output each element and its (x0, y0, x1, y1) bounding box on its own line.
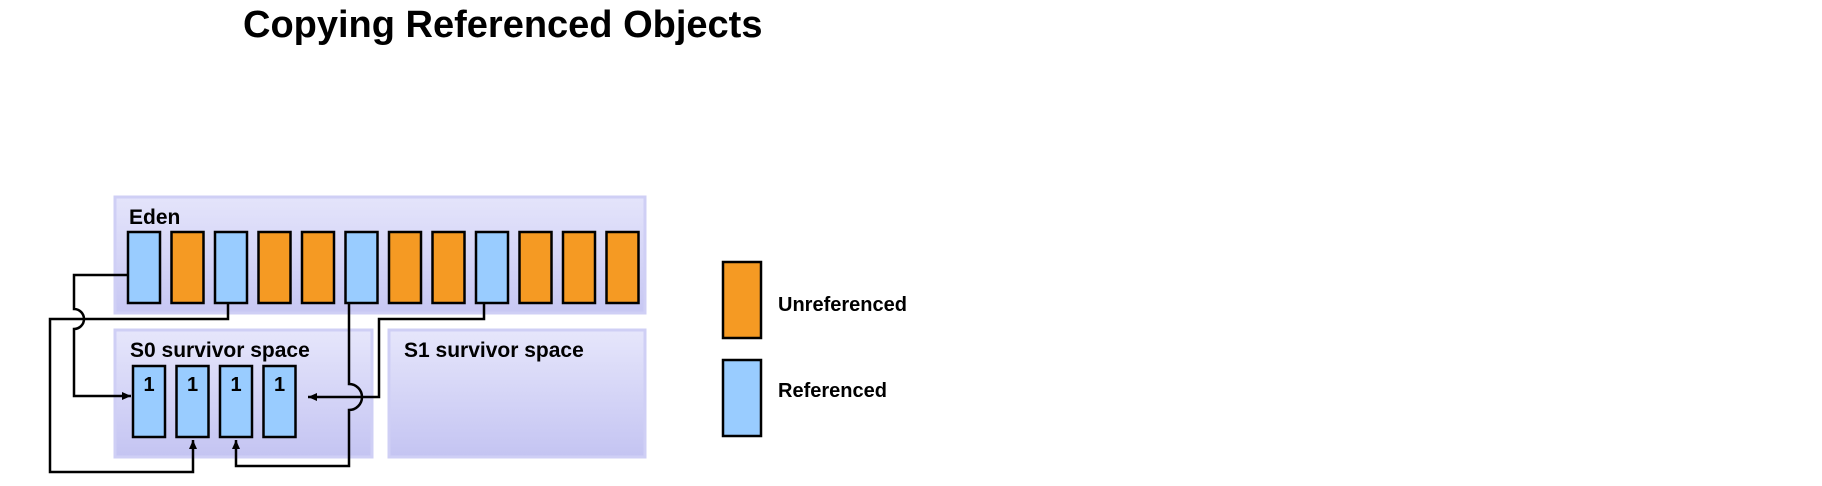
eden-label: Eden (129, 206, 180, 229)
eden-object-6-referenced (344, 230, 379, 305)
copy-arrows (48, 273, 486, 474)
eden-object-3-referenced (213, 230, 249, 305)
legend-unreferenced-label: Unreferenced (778, 294, 907, 316)
copy-arrow-eden9-s0-4 (308, 303, 486, 401)
eden-object-7-unreferenced (387, 230, 423, 305)
eden-object-2-unreferenced (170, 230, 205, 305)
s0-object-3-age: 1 (230, 374, 241, 396)
eden-object-5-unreferenced (300, 230, 336, 305)
s0-label: S0 survivor space (130, 339, 310, 362)
eden-object-11-unreferenced (561, 230, 597, 305)
s0-object-2 (175, 364, 210, 439)
eden-object-4-unreferenced (257, 230, 292, 305)
copy-arrow-eden3-s0-2 (48, 303, 230, 474)
legend: Unreferenced Referenced (721, 260, 907, 438)
s0-object-2-age: 1 (187, 374, 198, 396)
eden-object-8-unreferenced (431, 230, 466, 305)
s0-object-1 (131, 364, 167, 439)
legend-referenced-label: Referenced (778, 380, 887, 402)
s1-label: S1 survivor space (404, 339, 584, 362)
legend-referenced-swatch (721, 358, 763, 438)
eden-object-9-referenced (474, 230, 510, 305)
page-title: Copying Referenced Objects (243, 4, 763, 46)
legend-unreferenced-swatch (721, 260, 763, 340)
s0-object-1-age: 1 (143, 374, 154, 396)
s1-region (387, 328, 647, 459)
eden-object-10-unreferenced (518, 230, 553, 305)
eden-object-group (126, 230, 640, 305)
eden-object-1-referenced (126, 230, 162, 305)
eden-object-12-unreferenced (605, 230, 640, 305)
s0-object-4 (262, 364, 297, 439)
copy-arrow-eden6-s0-3 (232, 303, 364, 468)
s0-object-4-age: 1 (274, 374, 285, 396)
s0-object-3 (218, 364, 254, 439)
s0-object-group: 1 1 1 1 (131, 364, 297, 439)
